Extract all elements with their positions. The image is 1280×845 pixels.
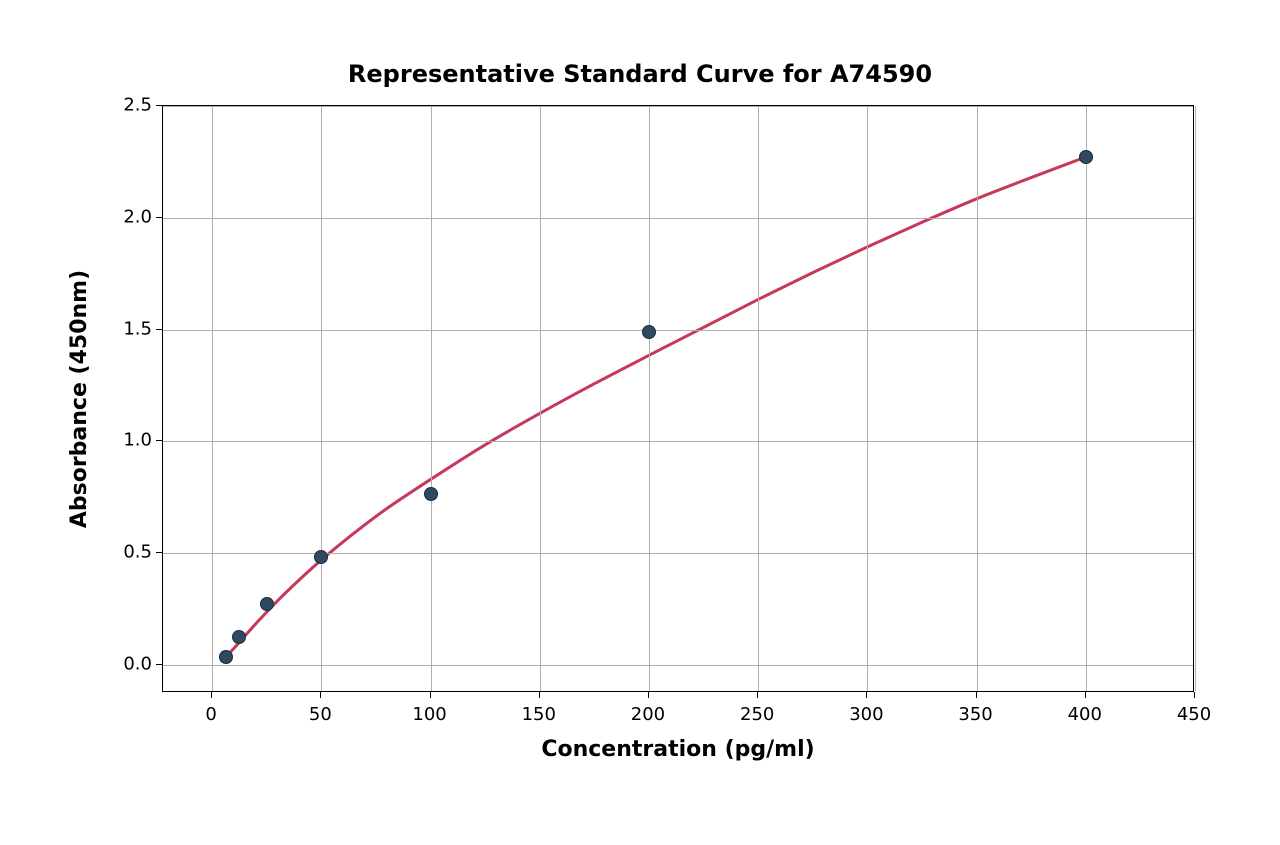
grid-line-vertical bbox=[540, 106, 541, 691]
chart-title: Representative Standard Curve for A74590 bbox=[0, 60, 1280, 88]
x-tick bbox=[648, 692, 649, 698]
grid-line-vertical bbox=[1195, 106, 1196, 691]
x-tick bbox=[211, 692, 212, 698]
grid-line-vertical bbox=[867, 106, 868, 691]
x-tick-label: 100 bbox=[412, 704, 446, 725]
x-tick-label: 250 bbox=[740, 704, 774, 725]
x-tick bbox=[866, 692, 867, 698]
x-tick-label: 450 bbox=[1177, 704, 1211, 725]
x-tick bbox=[1085, 692, 1086, 698]
grid-line-vertical bbox=[649, 106, 650, 691]
x-tick-label: 200 bbox=[631, 704, 665, 725]
grid-line-horizontal bbox=[163, 441, 1193, 442]
x-axis-label: Concentration (pg/ml) bbox=[541, 737, 814, 762]
fit-curve bbox=[163, 106, 1193, 691]
grid-line-vertical bbox=[321, 106, 322, 691]
y-tick bbox=[156, 329, 162, 330]
data-point bbox=[1079, 150, 1093, 164]
grid-line-vertical bbox=[977, 106, 978, 691]
y-tick-label: 2.0 bbox=[114, 206, 152, 227]
data-point bbox=[219, 650, 233, 664]
grid-line-horizontal bbox=[163, 665, 1193, 666]
x-tick bbox=[539, 692, 540, 698]
y-tick-label: 2.5 bbox=[114, 95, 152, 116]
x-tick bbox=[430, 692, 431, 698]
x-tick-label: 50 bbox=[309, 704, 332, 725]
grid-line-horizontal bbox=[163, 218, 1193, 219]
y-tick-label: 1.0 bbox=[114, 430, 152, 451]
y-tick bbox=[156, 105, 162, 106]
y-axis-label: Absorbance (450nm) bbox=[67, 269, 92, 527]
chart-container: Representative Standard Curve for A74590… bbox=[0, 0, 1280, 845]
y-tick bbox=[156, 440, 162, 441]
grid-line-horizontal bbox=[163, 330, 1193, 331]
x-tick bbox=[976, 692, 977, 698]
data-point bbox=[232, 630, 246, 644]
y-tick bbox=[156, 664, 162, 665]
curve-path bbox=[221, 157, 1086, 662]
data-point bbox=[424, 487, 438, 501]
data-point bbox=[642, 325, 656, 339]
y-tick-label: 1.5 bbox=[114, 318, 152, 339]
grid-line-horizontal bbox=[163, 106, 1193, 107]
x-tick-label: 150 bbox=[522, 704, 556, 725]
y-tick-label: 0.5 bbox=[114, 542, 152, 563]
y-tick-label: 0.0 bbox=[114, 654, 152, 675]
grid-line-vertical bbox=[212, 106, 213, 691]
grid-line-vertical bbox=[758, 106, 759, 691]
x-tick-label: 350 bbox=[958, 704, 992, 725]
plot-area bbox=[162, 105, 1194, 692]
x-tick bbox=[1194, 692, 1195, 698]
grid-line-vertical bbox=[1086, 106, 1087, 691]
grid-line-vertical bbox=[431, 106, 432, 691]
data-point bbox=[314, 550, 328, 564]
x-tick bbox=[757, 692, 758, 698]
y-tick bbox=[156, 552, 162, 553]
x-tick bbox=[320, 692, 321, 698]
x-tick-label: 300 bbox=[849, 704, 883, 725]
x-tick-label: 0 bbox=[205, 704, 216, 725]
y-tick bbox=[156, 217, 162, 218]
data-point bbox=[260, 597, 274, 611]
x-tick-label: 400 bbox=[1068, 704, 1102, 725]
